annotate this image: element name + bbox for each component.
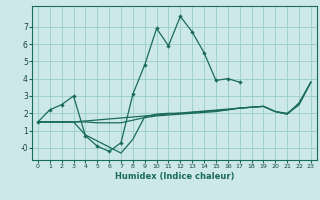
X-axis label: Humidex (Indice chaleur): Humidex (Indice chaleur) [115,172,234,181]
